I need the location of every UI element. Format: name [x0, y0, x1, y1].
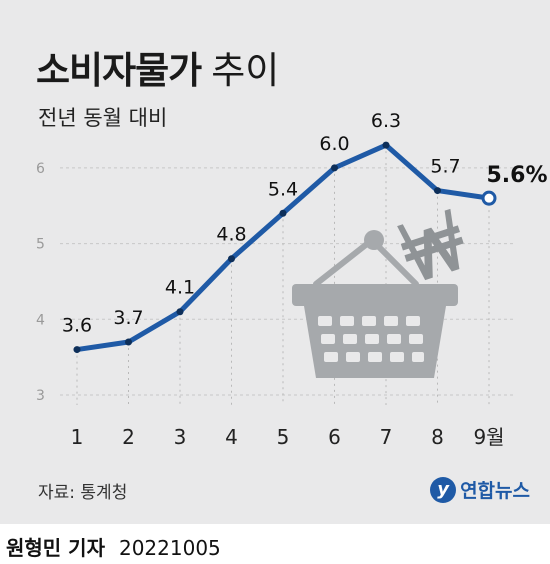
data-label: 3.6: [62, 315, 92, 337]
x-tick-label: 4: [225, 425, 238, 449]
source-note: 자료: 통계청: [38, 483, 128, 503]
x-tick-label: 2: [122, 425, 135, 449]
data-point: [125, 338, 132, 346]
data-label: 3.7: [113, 307, 143, 329]
reporter-name: 원형민 기자: [6, 536, 105, 560]
series: 3.6 3.7 4.1 4.8 5.4 6.0 6.3 5.7 5.6%: [62, 110, 548, 354]
publish-date: 20221005: [118, 536, 221, 560]
data-point: [434, 187, 441, 195]
x-tick-label: 8: [431, 425, 444, 449]
byline: 원형민 기자 20221005: [6, 532, 221, 561]
line-chart: 3 4 5 6 1 2 3 4 5 6 7 8 9월: [36, 110, 548, 449]
data-point: [73, 346, 81, 354]
data-label: 5.6%: [486, 163, 547, 188]
x-tick-label: 1: [71, 425, 84, 449]
x-tick-label: 6: [328, 425, 341, 449]
data-point: [331, 164, 338, 172]
x-tick-label: 7: [380, 425, 393, 449]
data-label: 4.8: [216, 224, 246, 246]
title-light: 추이: [211, 49, 280, 92]
data-point: [176, 308, 184, 316]
data-point: [382, 141, 390, 149]
y-tick-label: 6: [36, 161, 45, 177]
yonhap-logo-icon: y: [430, 476, 457, 503]
yonhap-logo: y 연합뉴스: [430, 476, 530, 503]
data-label: 5.4: [268, 178, 298, 200]
data-label: 5.7: [430, 156, 460, 178]
data-point: [481, 190, 497, 206]
chart-title: 소비자물가 추이: [36, 40, 279, 94]
title-bold: 소비자물가: [36, 49, 202, 92]
x-tick-label: 5: [277, 425, 290, 449]
shopping-basket-icon: [292, 208, 464, 378]
x-tick-label: 3: [174, 425, 187, 449]
data-label: 6.3: [371, 110, 401, 132]
data-point: [228, 255, 235, 263]
data-point: [279, 209, 287, 217]
yonhap-wordmark: 연합뉴스: [460, 480, 530, 502]
data-label: 4.1: [165, 277, 195, 299]
data-label: 6.0: [319, 133, 349, 155]
y-tick-label: 5: [36, 237, 45, 253]
won-sign-icon: [397, 208, 464, 281]
x-tick-label: 9월: [473, 425, 504, 449]
y-tick-label: 3: [36, 388, 45, 404]
chart-subtitle: 전년 동월 대비: [38, 106, 168, 130]
y-tick-label: 4: [36, 312, 45, 328]
